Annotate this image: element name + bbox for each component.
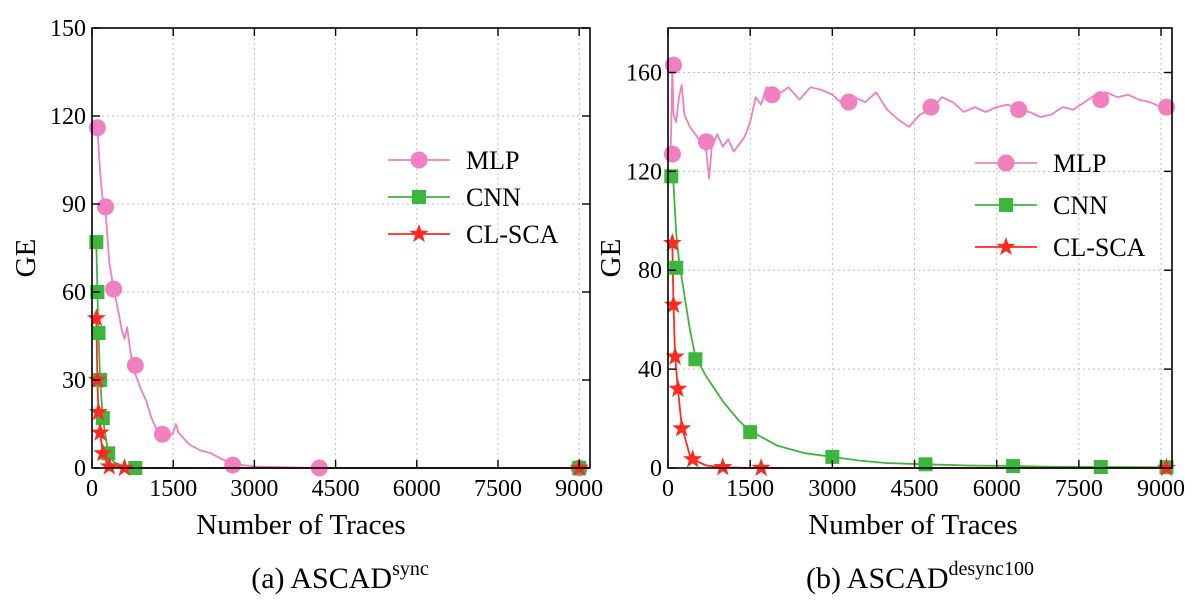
x-axis-label: Number of Traces: [196, 509, 405, 541]
legend-marker-cnn: [999, 198, 1013, 212]
data-point-cl-sca: [86, 308, 106, 327]
series-line-cl-sca: [93, 315, 590, 469]
x-tick-label: 1500: [726, 476, 774, 502]
data-point-cnn: [918, 457, 933, 472]
legend-marker-cnn: [412, 190, 426, 204]
data-point-mlp: [153, 425, 171, 443]
series-line-mlp: [94, 126, 590, 469]
data-point-mlp: [105, 280, 123, 298]
y-tick-label: 90: [62, 192, 86, 218]
data-point-mlp: [663, 145, 681, 163]
data-point-cl-sca: [683, 449, 703, 468]
legend-marker-mlp: [997, 154, 1015, 172]
panel-caption: (b) ASCADdesync100: [806, 558, 1034, 595]
legend-marker-cl-sca: [409, 224, 429, 243]
data-point-cl-sca: [665, 346, 685, 365]
data-point-mlp: [840, 93, 858, 111]
x-tick-label: 9000: [1137, 476, 1185, 502]
x-tick-label: 9000: [555, 476, 603, 502]
y-tick-label: 120: [626, 159, 662, 185]
data-point-mlp: [1158, 98, 1176, 116]
data-point-cl-sca: [662, 233, 682, 252]
chart-panel-1: 0 1500 3000 4500 6000 7500 9000 0 30 60 90 120 150 Nu…: [10, 16, 603, 595]
data-point-mlp: [922, 98, 940, 116]
data-point-mlp: [1010, 101, 1028, 119]
y-tick-label: 120: [50, 104, 86, 130]
data-point-cl-sca: [87, 370, 107, 389]
x-tick-label: 7500: [1055, 476, 1103, 502]
data-point-cl-sca: [1157, 458, 1177, 477]
legend-marker-mlp: [410, 151, 428, 169]
y-tick-label: 30: [62, 368, 86, 394]
legend-label-mlp: MLP: [1053, 149, 1106, 178]
y-axis-label: GE: [10, 239, 42, 278]
data-point-cl-sca: [751, 458, 771, 477]
y-tick-label: 150: [50, 16, 86, 42]
caption-superscript: desync100: [948, 558, 1034, 580]
data-point-mlp: [763, 86, 781, 104]
data-point-cl-sca: [114, 458, 134, 477]
y-tick-label: 80: [638, 258, 662, 284]
data-point-mlp: [224, 456, 242, 474]
data-point-cnn: [1006, 459, 1021, 474]
x-tick-label: 4500: [891, 476, 939, 502]
data-point-cnn: [89, 235, 104, 250]
y-tick-label: 40: [638, 357, 662, 383]
data-point-cnn: [669, 260, 684, 275]
series-line-cnn: [670, 171, 1172, 469]
chart-panel-2: 0 1500 3000 4500 6000 7500 9000 0 40 80 120 160 Numb…: [595, 27, 1185, 595]
x-tick-label: 1500: [149, 476, 197, 502]
legend-label-cnn: CNN: [1053, 191, 1108, 220]
x-tick-label: 6000: [973, 476, 1021, 502]
legend-marker-cl-sca: [996, 237, 1016, 256]
panel-caption: (a) ASCADsync: [251, 558, 429, 595]
x-axis-label: Number of Traces: [808, 509, 1017, 541]
y-tick-label: 0: [650, 456, 662, 482]
x-tick-label: 3000: [230, 476, 278, 502]
plot-frame: [91, 27, 591, 469]
data-point-mlp: [664, 56, 682, 74]
data-point-cl-sca: [90, 422, 110, 441]
data-point-cl-sca: [99, 456, 119, 475]
legend-label-cnn: CNN: [466, 183, 521, 212]
data-point-mlp: [1092, 91, 1110, 109]
x-tick-label: 4500: [312, 476, 360, 502]
data-point-cl-sca: [88, 402, 109, 421]
data-point-cnn: [825, 449, 840, 464]
legend-label-mlp: MLP: [466, 146, 519, 175]
caption-text: (a) ASCAD: [251, 562, 392, 595]
caption-superscript: sync: [392, 558, 429, 580]
data-point-cnn: [91, 326, 106, 341]
caption-text: (b) ASCAD: [806, 562, 949, 595]
data-point-cnn: [743, 425, 758, 440]
y-tick-label: 60: [62, 280, 86, 306]
plot-frame: [667, 27, 1173, 469]
y-axis-label: GE: [595, 239, 627, 278]
y-tick-label: 0: [74, 456, 86, 482]
legend-label-cl-sca: CL-SCA: [466, 220, 559, 249]
x-tick-label: 7500: [474, 476, 522, 502]
legend-label-cl-sca: CL-SCA: [1053, 233, 1146, 262]
data-point-cl-sca: [668, 378, 688, 397]
data-point-mlp: [697, 133, 715, 151]
x-tick-label: 6000: [393, 476, 441, 502]
data-point-cl-sca: [713, 457, 733, 476]
y-tick-label: 160: [626, 60, 662, 86]
data-point-mlp: [126, 356, 144, 374]
data-point-cnn: [688, 352, 703, 367]
data-point-cl-sca: [672, 418, 692, 437]
data-point-mlp: [88, 119, 106, 137]
x-tick-label: 0: [86, 476, 98, 502]
data-point-cnn: [1093, 460, 1108, 475]
x-tick-label: 3000: [808, 476, 856, 502]
data-point-cl-sca: [663, 294, 683, 313]
data-point-cl-sca: [93, 443, 113, 462]
data-point-mlp: [97, 198, 115, 216]
x-tick-label: 0: [662, 476, 674, 502]
